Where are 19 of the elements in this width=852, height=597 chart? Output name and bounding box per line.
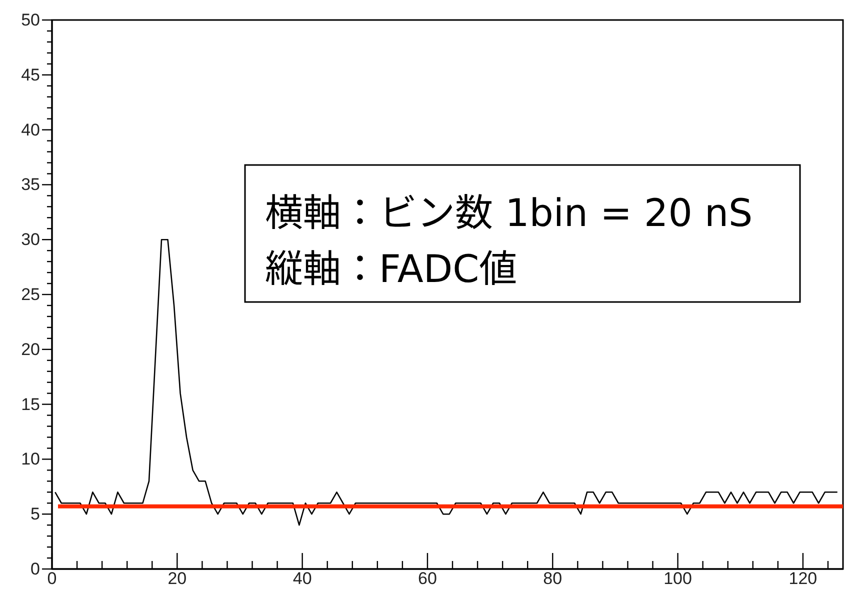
annotation: 横軸：ビン数 1bin = 20 nS xyxy=(265,191,753,235)
x-tick-label: 120 xyxy=(788,569,818,588)
x-tick-label: 40 xyxy=(292,569,312,588)
y-tick-label: 15 xyxy=(21,394,40,414)
y-tick-label: 25 xyxy=(21,284,40,304)
x-tick-label: 80 xyxy=(543,569,562,588)
annotation: 縦軸：FADC値 xyxy=(265,247,518,291)
y-tick-label: 40 xyxy=(21,120,40,140)
y-tick-label: 5 xyxy=(30,504,40,524)
x-tick-label: 100 xyxy=(664,569,692,588)
y-tick-label: 20 xyxy=(21,340,40,359)
y-tick-label: 50 xyxy=(21,10,40,30)
y-tick-label: 45 xyxy=(21,65,40,84)
y-tick-label: 35 xyxy=(21,175,40,194)
y-tick-label: 10 xyxy=(21,450,40,469)
x-tick-label: 60 xyxy=(418,569,437,588)
x-tick-label: 0 xyxy=(47,569,57,588)
y-tick-label: 30 xyxy=(21,230,40,250)
x-tick-label: 20 xyxy=(168,569,187,588)
